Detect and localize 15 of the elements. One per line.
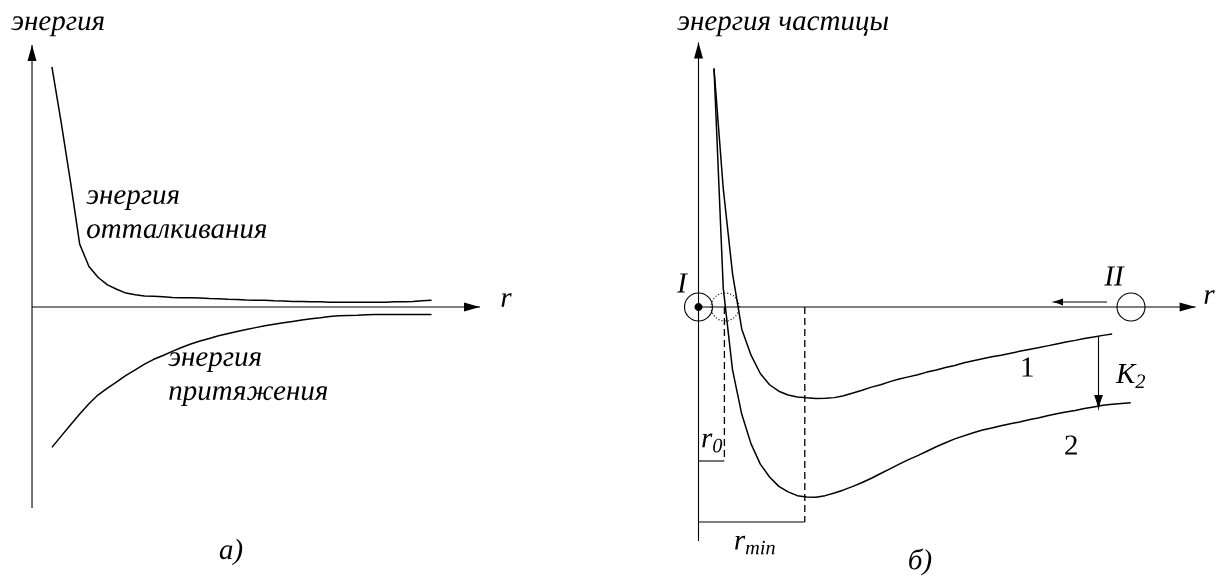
annotation: r$_{0}$ (702, 433, 723, 453)
legend-label: 1 (1022, 357, 1033, 377)
text: r$_{min}$ (735, 535, 775, 555)
series-label: энергия притяжения (168, 352, 328, 407)
y-axis-title: энергия частицы (677, 16, 889, 37)
y-axis-title: энергия (11, 16, 104, 37)
annotation: K$_{2}$ (1115, 364, 1146, 388)
text: а) (219, 538, 243, 566)
series-label: энергия отталкивания (86, 190, 267, 239)
x-axis-title: r (501, 293, 512, 307)
annotation: II (1104, 266, 1125, 286)
series-label: 2 (1065, 435, 1077, 455)
text: I (677, 273, 688, 293)
text: б) (909, 548, 932, 576)
x-axis-title: r (1204, 290, 1215, 304)
